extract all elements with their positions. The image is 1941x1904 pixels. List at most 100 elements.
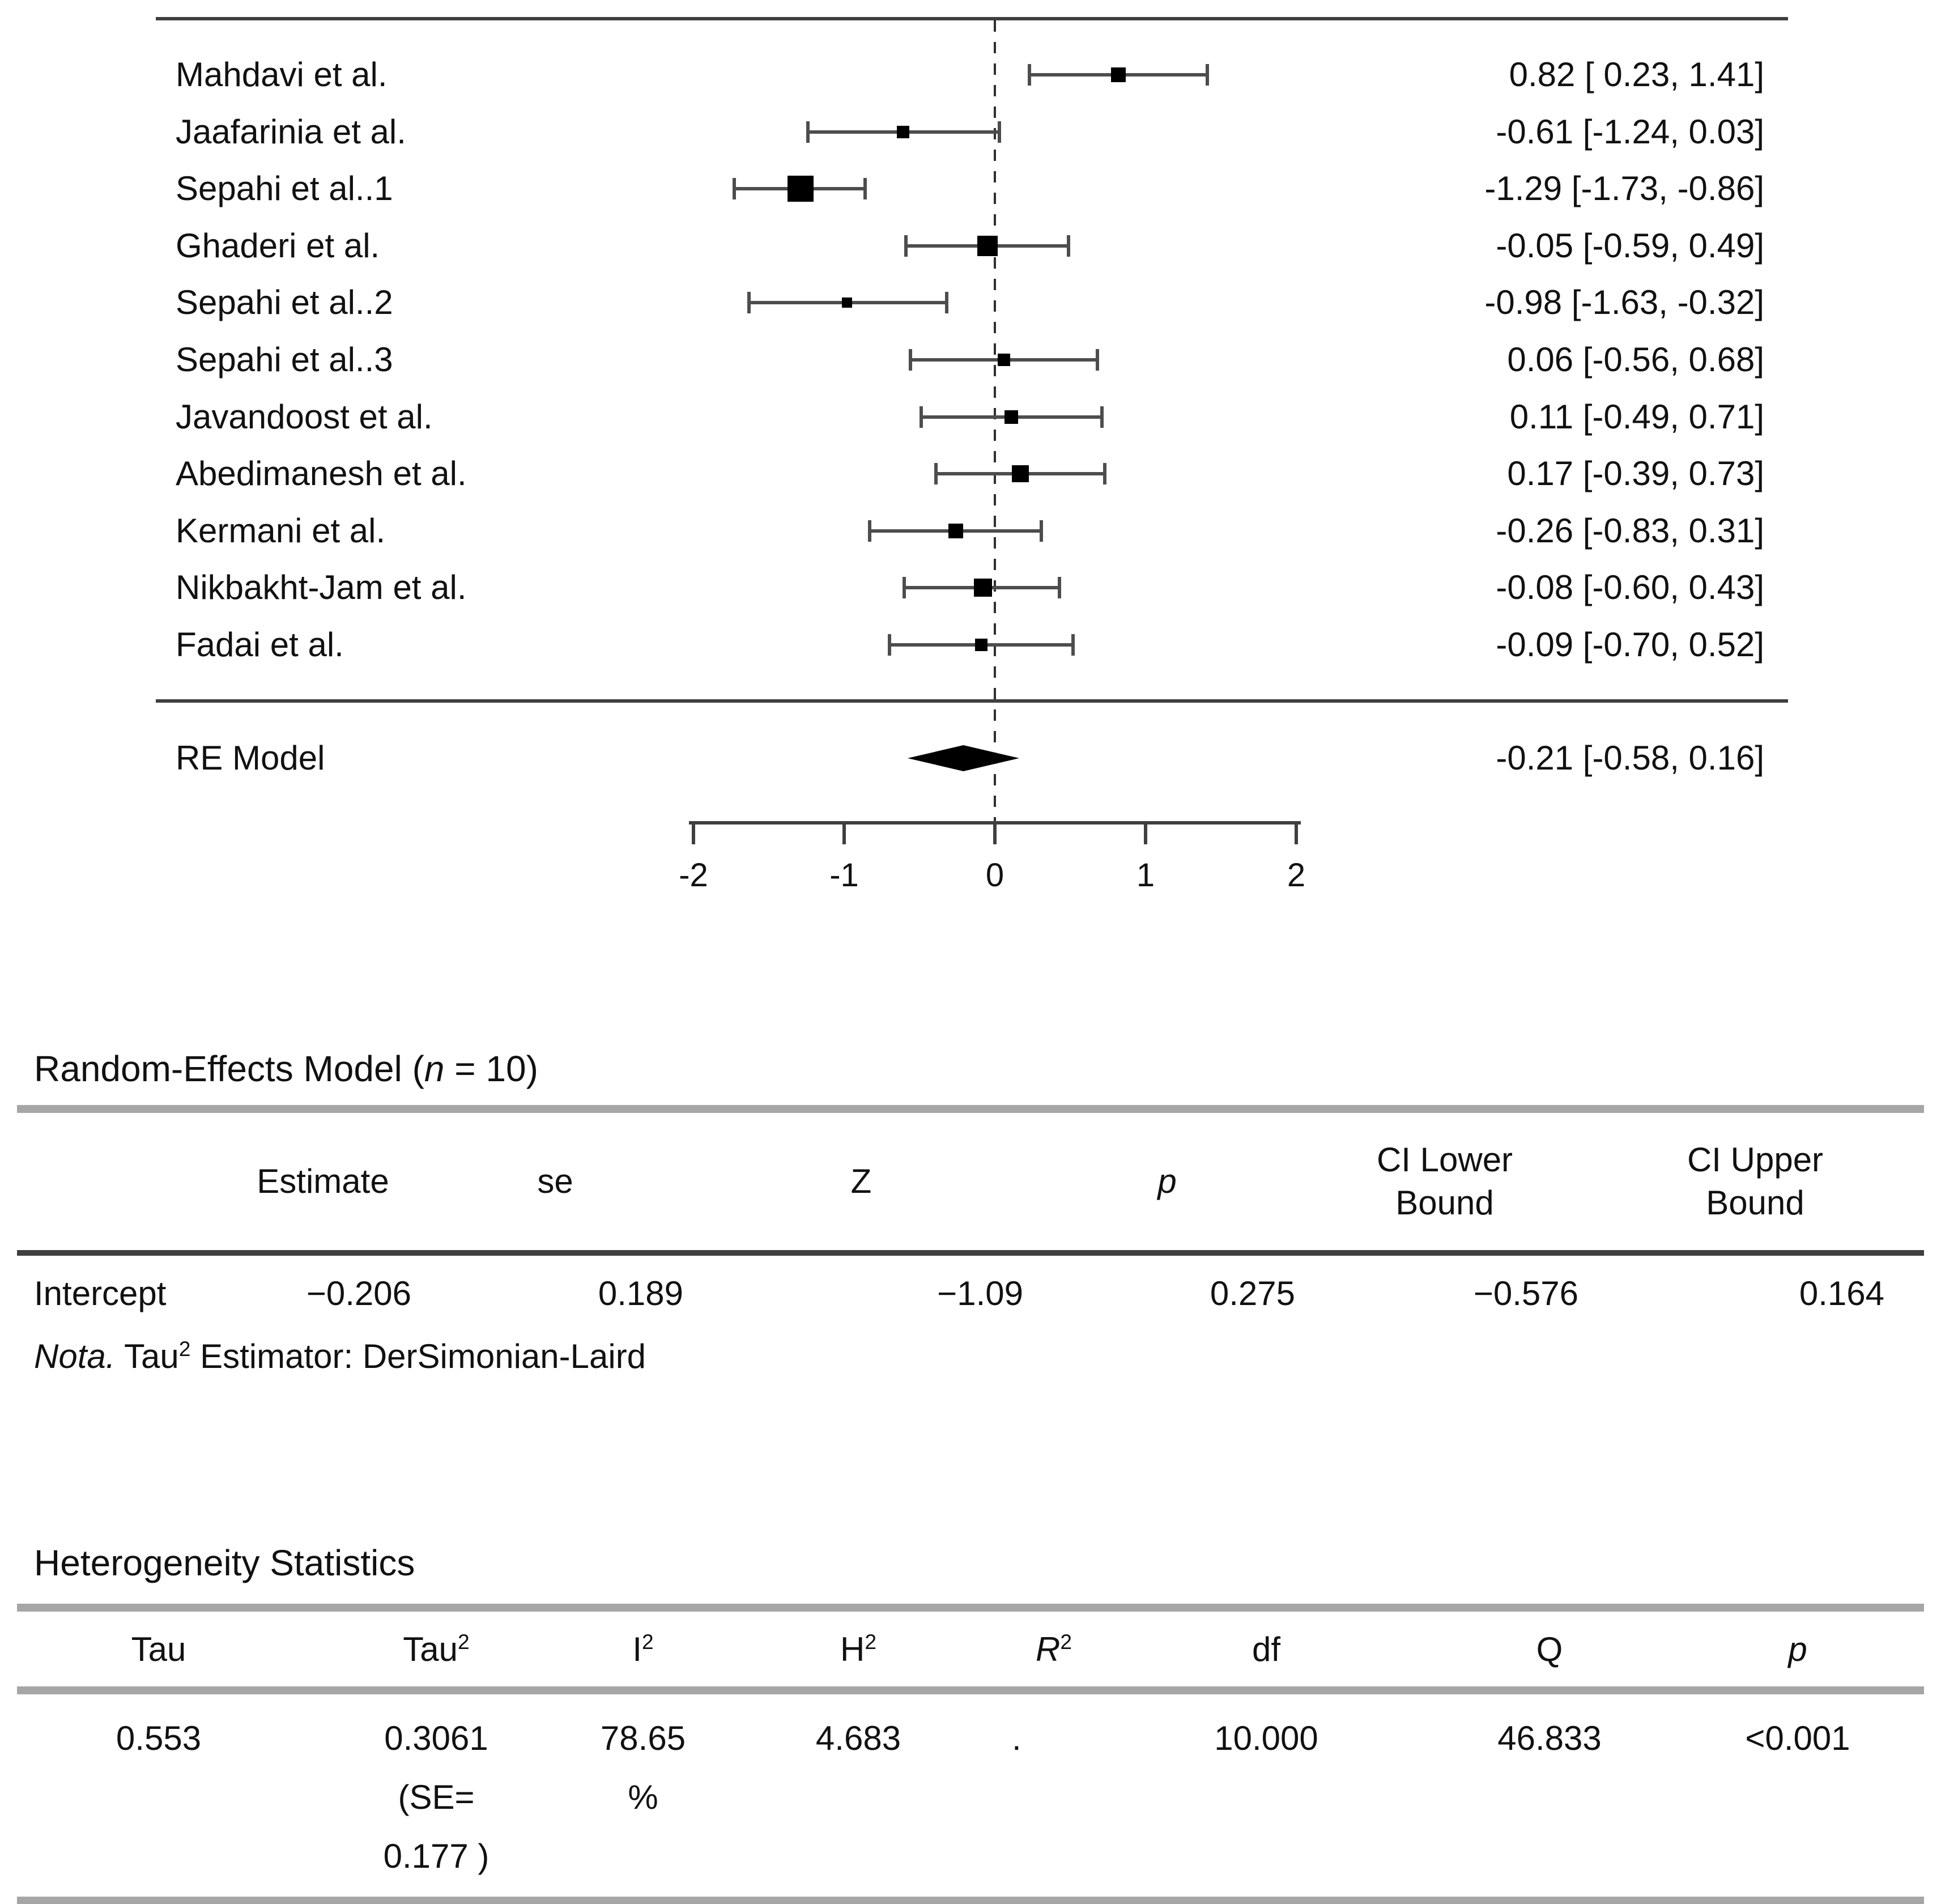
x-axis-tick bbox=[1144, 823, 1147, 844]
note-rest: Estimator: DerSimonian-Laird bbox=[190, 1337, 646, 1375]
study-ci-value: -0.09 [-0.70, 0.52] bbox=[1496, 626, 1764, 664]
heterogeneity-table: Tau Tau2 I2 H2 R2 df Q p 0.553 0.3061 (S… bbox=[17, 1604, 1924, 1904]
ci-cap-left bbox=[733, 178, 736, 199]
summary-diamond bbox=[908, 745, 1019, 771]
study-label: Sepahi et al..3 bbox=[176, 341, 393, 379]
effect-square bbox=[977, 236, 998, 256]
ci-cap-right bbox=[945, 292, 948, 313]
study-ci-value: -1.29 [-1.73, -0.86] bbox=[1484, 169, 1764, 207]
re-model-title-n: n bbox=[424, 1048, 445, 1089]
summary-ci-value: -0.21 [-0.58, 0.16] bbox=[1496, 739, 1764, 777]
plot-separator-rule bbox=[156, 699, 1788, 703]
re-header-se: se bbox=[537, 1162, 573, 1200]
re-header-z: Z bbox=[850, 1162, 872, 1200]
effect-square bbox=[974, 579, 992, 597]
study-label: Javandoost et al. bbox=[176, 398, 433, 436]
x-axis-tick-label: 2 bbox=[1287, 857, 1306, 894]
forest-plot: Mahdavi et al. 0.82 [ 0.23, 1.41] Jaafarin… bbox=[156, 17, 1788, 894]
het-value-i2: 78.65 % bbox=[600, 1719, 686, 1816]
study-label: Ghaderi et al. bbox=[176, 227, 380, 265]
het-table-header-row: Tau Tau2 I2 H2 R2 df Q p bbox=[17, 1608, 1924, 1690]
study-label: Mahdavi et al. bbox=[176, 56, 388, 94]
x-axis-tick bbox=[993, 823, 997, 844]
x-axis-tick bbox=[1295, 823, 1298, 844]
study-label: Abedimanesh et al. bbox=[176, 454, 467, 492]
ci-cap-left bbox=[747, 292, 751, 313]
study-label: Sepahi et al..2 bbox=[176, 283, 393, 321]
het-value-df: 10.000 bbox=[1214, 1719, 1318, 1757]
x-axis-tick bbox=[842, 823, 846, 844]
het-header-h2: H2 bbox=[840, 1629, 877, 1668]
re-cell-estimate: −0.206 bbox=[306, 1274, 411, 1312]
het-header-df: df bbox=[1252, 1630, 1281, 1668]
x-axis-tick-label: 0 bbox=[985, 857, 1004, 894]
effect-square bbox=[998, 354, 1010, 366]
study-ci-value: 0.17 [-0.39, 0.73] bbox=[1507, 454, 1764, 492]
summary-label: RE Model bbox=[176, 739, 325, 777]
effect-square bbox=[842, 298, 852, 308]
zero-reference-line bbox=[994, 20, 996, 823]
study-ci-value: -0.98 [-1.63, -0.32] bbox=[1484, 283, 1764, 321]
study-label: Jaafarinia et al. bbox=[176, 113, 406, 151]
x-axis-tick-label: -2 bbox=[679, 857, 708, 894]
re-cell-ci-upper: 0.164 bbox=[1799, 1274, 1884, 1312]
re-cell-p: 0.275 bbox=[1210, 1274, 1295, 1312]
het-table-values-row: 0.553 0.3061 (SE= 0.177 ) 78.65 % 4.683 … bbox=[17, 1690, 1924, 1901]
re-table-intercept-row: Intercept −0.206 0.189 −1.09 0.275 −0.57… bbox=[17, 1253, 1924, 1331]
ci-cap-right bbox=[998, 121, 1001, 143]
het-header-tau2: Tau2 bbox=[403, 1629, 470, 1668]
het-header-tau: Tau bbox=[131, 1630, 186, 1668]
re-model-title-text: Random-Effects Model ( bbox=[34, 1048, 424, 1089]
het-value-r2: . bbox=[1012, 1719, 1021, 1757]
study-ci-value: 0.06 [-0.56, 0.68] bbox=[1507, 341, 1764, 379]
ci-cap-left bbox=[909, 349, 912, 371]
het-header-q: Q bbox=[1536, 1630, 1563, 1668]
ci-cap-left bbox=[806, 121, 810, 143]
ci-cap-right bbox=[1058, 577, 1061, 598]
ci-cap-right bbox=[1206, 64, 1209, 86]
ci-cap-right bbox=[1071, 634, 1075, 656]
heterogeneity-title: Heterogeneity Statistics bbox=[34, 1542, 415, 1583]
re-model-title: Random-Effects Model (n = 10) bbox=[34, 1043, 538, 1095]
note-tau: Tau bbox=[115, 1337, 179, 1375]
study-ci-value: 0.11 [-0.49, 0.71] bbox=[1509, 398, 1764, 436]
re-header-ci-lower: CI Lower Bound bbox=[1376, 1141, 1513, 1222]
re-header-blank bbox=[17, 1109, 227, 1253]
ci-cap-left bbox=[904, 235, 908, 257]
ci-cap-right bbox=[1096, 349, 1099, 371]
het-header-i2: I2 bbox=[632, 1629, 654, 1668]
re-table-header-row: Estimate se Z p CI Lower Bound CI Upper … bbox=[17, 1109, 1924, 1253]
ci-cap-left bbox=[903, 577, 906, 598]
het-value-tau: 0.553 bbox=[116, 1719, 202, 1757]
study-label: Fadai et al. bbox=[176, 626, 344, 664]
study-label: Kermani et al. bbox=[176, 512, 386, 550]
ci-cap-left bbox=[934, 463, 938, 484]
effect-square bbox=[1012, 465, 1029, 482]
het-value-p: <0.001 bbox=[1745, 1719, 1850, 1757]
study-label: Nikbakht-Jam et al. bbox=[176, 568, 467, 606]
re-header-ci-upper: CI Upper Bound bbox=[1687, 1141, 1824, 1222]
het-value-tau2: 0.3061 (SE= 0.177 ) bbox=[383, 1719, 489, 1875]
plot-top-rule bbox=[156, 17, 1788, 20]
note-sup: 2 bbox=[178, 1337, 191, 1361]
x-axis-tick-label: -1 bbox=[829, 857, 859, 894]
ci-cap-left bbox=[868, 520, 871, 542]
re-cell-se: 0.189 bbox=[598, 1274, 683, 1312]
effect-square bbox=[897, 126, 909, 138]
tau-estimator-note: Nota. Tau2 Estimator: DerSimonian-Laird bbox=[34, 1331, 646, 1383]
het-value-q: 46.833 bbox=[1497, 1719, 1602, 1757]
re-cell-label: Intercept bbox=[34, 1274, 167, 1312]
ci-cap-right bbox=[1040, 520, 1043, 542]
effect-square bbox=[1004, 410, 1018, 424]
het-header-r2: R2 bbox=[1035, 1629, 1072, 1668]
ci-cap-left bbox=[1028, 64, 1031, 86]
re-model-title-suffix: = 10) bbox=[444, 1048, 538, 1089]
ci-cap-right bbox=[1103, 463, 1106, 484]
effect-square bbox=[1111, 67, 1126, 82]
x-axis-tick bbox=[692, 823, 695, 844]
re-header-estimate: Estimate bbox=[257, 1162, 389, 1200]
note-nota: Nota. bbox=[34, 1337, 116, 1375]
effect-square bbox=[788, 176, 814, 202]
effect-square bbox=[948, 524, 963, 538]
